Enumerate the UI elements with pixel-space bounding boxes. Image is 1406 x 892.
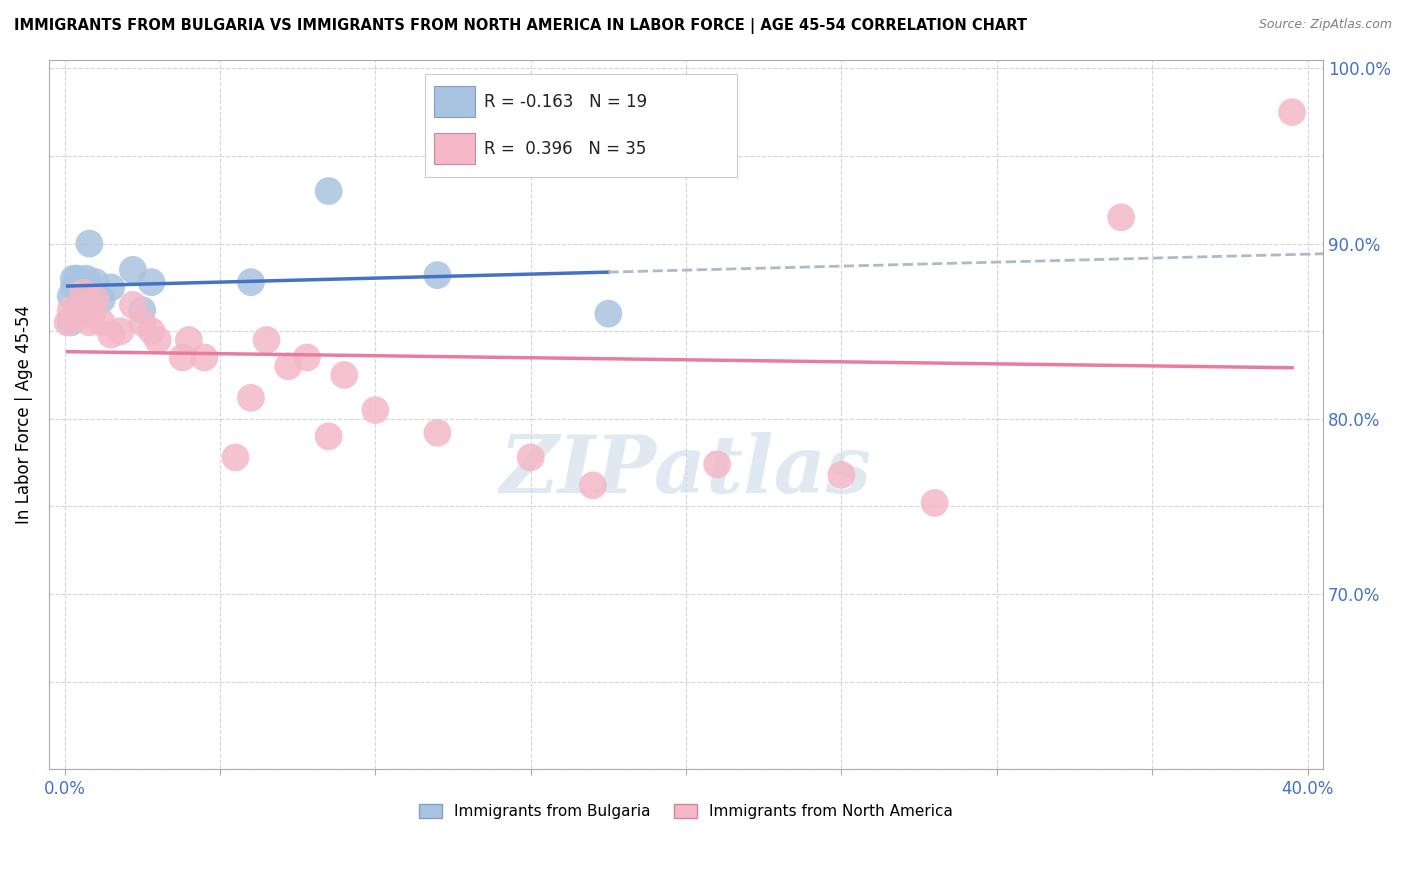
Point (69, 303, 91, 318)
Point (224, 450, 246, 465)
Point (90, 293, 112, 307)
Point (79, 236, 101, 251)
Legend: Immigrants from Bulgaria, Immigrants from North America: Immigrants from Bulgaria, Immigrants fro… (413, 798, 959, 825)
Point (426, 425, 449, 440)
Point (131, 303, 153, 318)
Point (177, 333, 200, 347)
Point (75, 298, 97, 312)
Point (122, 263, 145, 277)
Point (63, 280, 86, 294)
Point (59, 303, 82, 318)
Point (426, 268, 449, 282)
Text: ZIPatlas: ZIPatlas (501, 433, 872, 510)
Point (84, 275, 107, 289)
Point (141, 275, 163, 289)
Point (131, 315, 153, 329)
Point (141, 324, 163, 338)
Point (240, 391, 263, 405)
Point (706, 458, 728, 472)
Point (256, 333, 278, 347)
Point (75, 271, 97, 285)
Point (240, 275, 263, 289)
Point (63, 271, 86, 285)
Point (66, 271, 89, 285)
Point (295, 351, 318, 365)
Point (830, 467, 852, 482)
Y-axis label: In Labor Force | Age 45-54: In Labor Force | Age 45-54 (15, 305, 32, 524)
Point (364, 403, 387, 417)
Point (193, 351, 215, 365)
Point (122, 298, 145, 312)
Point (146, 333, 169, 347)
Text: IMMIGRANTS FROM BULGARIA VS IMMIGRANTS FROM NORTH AMERICA IN LABOR FORCE | AGE 4: IMMIGRANTS FROM BULGARIA VS IMMIGRANTS F… (14, 18, 1026, 34)
Point (100, 280, 122, 294)
Point (84, 293, 107, 307)
Point (56, 315, 79, 329)
Point (69, 293, 91, 307)
Point (59, 289, 82, 303)
Point (1109, 211, 1132, 225)
Point (110, 324, 132, 338)
Point (333, 368, 356, 382)
Point (318, 184, 340, 198)
Point (72, 303, 94, 318)
Point (1281, 105, 1303, 120)
Point (318, 429, 340, 443)
Point (598, 307, 620, 321)
Point (172, 351, 194, 365)
Point (82, 307, 104, 321)
Point (100, 327, 122, 342)
Point (277, 359, 299, 374)
Point (924, 496, 946, 510)
Point (582, 478, 605, 492)
Point (79, 315, 101, 329)
Point (72, 285, 94, 300)
Point (519, 450, 541, 465)
Text: Source: ZipAtlas.com: Source: ZipAtlas.com (1258, 18, 1392, 31)
Point (66, 310, 89, 325)
Point (59, 315, 82, 329)
Point (90, 315, 112, 329)
